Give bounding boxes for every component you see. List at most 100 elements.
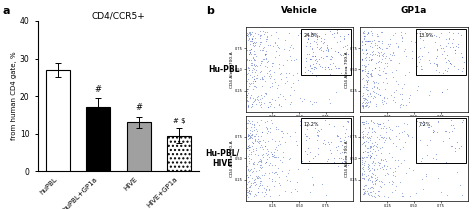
Point (359, 120, 366, 124)
Point (251, 161, 258, 164)
Point (263, 30, 271, 34)
Point (266, 101, 274, 104)
Point (268, 82, 275, 85)
Point (363, 155, 371, 159)
Point (265, 177, 273, 180)
Point (438, 90, 446, 93)
Point (365, 31, 372, 35)
Point (257, 135, 264, 138)
Point (443, 87, 450, 91)
Point (453, 171, 461, 174)
Point (250, 45, 258, 48)
Point (331, 64, 338, 68)
Point (371, 195, 379, 198)
Point (245, 32, 252, 35)
Point (252, 102, 259, 106)
Point (246, 96, 254, 100)
Point (286, 157, 294, 160)
Point (246, 148, 253, 152)
Point (265, 163, 273, 166)
Point (445, 59, 452, 62)
Point (254, 73, 261, 77)
Point (369, 194, 376, 198)
Point (404, 134, 411, 138)
Point (265, 188, 273, 191)
Point (341, 156, 348, 160)
Point (257, 159, 265, 163)
Point (389, 170, 397, 174)
Point (438, 52, 446, 56)
Point (252, 55, 259, 58)
Point (447, 119, 455, 122)
Point (245, 169, 253, 173)
Point (246, 192, 254, 196)
Point (380, 99, 388, 103)
Point (434, 120, 442, 123)
Point (406, 194, 413, 197)
Point (245, 32, 252, 36)
Point (374, 53, 381, 56)
Point (379, 69, 386, 73)
Point (335, 135, 342, 138)
Point (246, 191, 254, 194)
Point (365, 186, 372, 189)
Point (374, 50, 382, 53)
Point (362, 48, 369, 52)
Point (246, 30, 254, 33)
Point (244, 190, 252, 194)
Point (245, 145, 252, 148)
Point (364, 71, 371, 75)
Point (257, 101, 264, 104)
Point (258, 146, 266, 149)
Point (367, 186, 374, 189)
Point (378, 145, 386, 149)
Point (278, 136, 286, 139)
Point (360, 34, 367, 38)
Point (308, 57, 315, 61)
Point (323, 46, 331, 50)
Point (282, 76, 290, 79)
Point (449, 32, 457, 35)
Point (445, 30, 453, 33)
Point (380, 67, 387, 70)
Point (334, 164, 342, 168)
Point (246, 83, 254, 86)
Point (371, 41, 379, 44)
Point (364, 151, 371, 154)
Point (335, 67, 342, 70)
Point (274, 37, 282, 40)
Text: b: b (206, 6, 214, 16)
Point (364, 191, 372, 195)
Point (270, 184, 278, 187)
Point (257, 103, 264, 106)
Point (379, 39, 386, 43)
Point (251, 98, 258, 102)
Point (406, 100, 413, 103)
Point (244, 154, 252, 158)
Point (365, 94, 372, 97)
Point (244, 88, 251, 91)
Point (358, 171, 366, 175)
Point (375, 51, 383, 54)
Point (378, 53, 386, 57)
Point (385, 180, 393, 183)
Point (359, 187, 367, 190)
Point (429, 131, 437, 134)
Point (384, 42, 392, 45)
Point (269, 154, 277, 158)
Text: #: # (95, 84, 102, 93)
Point (359, 30, 366, 34)
Point (305, 159, 312, 163)
Point (262, 192, 270, 196)
Point (358, 167, 366, 170)
Point (397, 33, 404, 37)
Point (391, 90, 398, 94)
Point (436, 43, 444, 46)
Point (308, 175, 316, 178)
Point (364, 85, 371, 89)
Point (326, 29, 334, 33)
Point (275, 62, 283, 65)
Point (367, 136, 374, 140)
Point (248, 76, 256, 79)
Point (360, 103, 367, 107)
